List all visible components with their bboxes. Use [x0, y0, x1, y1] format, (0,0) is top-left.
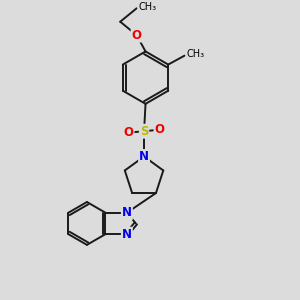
Text: S: S	[140, 125, 148, 138]
Text: N: N	[139, 150, 149, 163]
Text: O: O	[132, 28, 142, 42]
Text: O: O	[154, 123, 164, 136]
Text: CH₃: CH₃	[186, 49, 204, 59]
Text: N: N	[122, 206, 132, 219]
Text: N: N	[122, 228, 132, 241]
Text: CH₃: CH₃	[138, 2, 156, 12]
Text: O: O	[124, 126, 134, 139]
